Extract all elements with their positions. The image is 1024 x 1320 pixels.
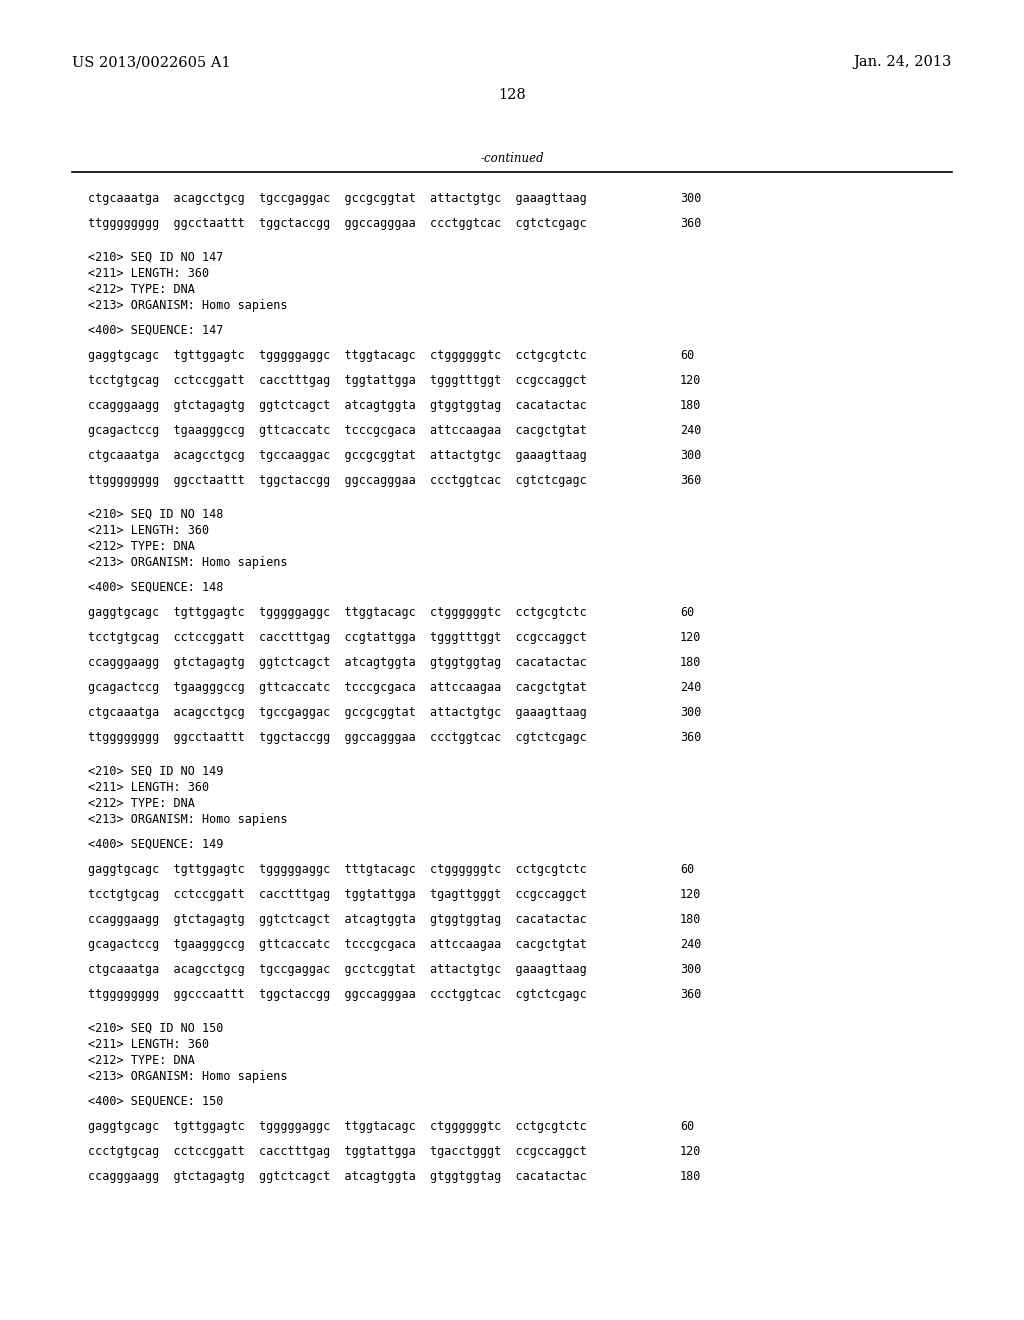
Text: <400> SEQUENCE: 147: <400> SEQUENCE: 147	[88, 323, 223, 337]
Text: <212> TYPE: DNA: <212> TYPE: DNA	[88, 797, 195, 810]
Text: gcagactccg  tgaagggccg  gttcaccatc  tcccgcgaca  attccaagaa  cacgctgtat: gcagactccg tgaagggccg gttcaccatc tcccgcg…	[88, 681, 587, 694]
Text: ttgggggggg  ggcctaattt  tggctaccgg  ggccagggaa  ccctggtcac  cgtctcgagc: ttgggggggg ggcctaattt tggctaccgg ggccagg…	[88, 731, 587, 744]
Text: gcagactccg  tgaagggccg  gttcaccatc  tcccgcgaca  attccaagaa  cacgctgtat: gcagactccg tgaagggccg gttcaccatc tcccgcg…	[88, 939, 587, 950]
Text: 240: 240	[680, 939, 701, 950]
Text: 120: 120	[680, 888, 701, 902]
Text: <210> SEQ ID NO 150: <210> SEQ ID NO 150	[88, 1022, 223, 1035]
Text: tcctgtgcag  cctccggatt  cacctttgag  tggtattgga  tgggtttggt  ccgccaggct: tcctgtgcag cctccggatt cacctttgag tggtatt…	[88, 374, 587, 387]
Text: ttgggggggg  ggcctaattt  tggctaccgg  ggccagggaa  ccctggtcac  cgtctcgagc: ttgggggggg ggcctaattt tggctaccgg ggccagg…	[88, 474, 587, 487]
Text: tcctgtgcag  cctccggatt  cacctttgag  tggtattgga  tgagttgggt  ccgccaggct: tcctgtgcag cctccggatt cacctttgag tggtatt…	[88, 888, 587, 902]
Text: 360: 360	[680, 474, 701, 487]
Text: <400> SEQUENCE: 150: <400> SEQUENCE: 150	[88, 1096, 223, 1107]
Text: <400> SEQUENCE: 148: <400> SEQUENCE: 148	[88, 581, 223, 594]
Text: 120: 120	[680, 1144, 701, 1158]
Text: <400> SEQUENCE: 149: <400> SEQUENCE: 149	[88, 838, 223, 851]
Text: <211> LENGTH: 360: <211> LENGTH: 360	[88, 781, 209, 795]
Text: 180: 180	[680, 656, 701, 669]
Text: gaggtgcagc  tgttggagtc  tgggggaggc  tttgtacagc  ctggggggtc  cctgcgtctc: gaggtgcagc tgttggagtc tgggggaggc tttgtac…	[88, 863, 587, 876]
Text: 360: 360	[680, 216, 701, 230]
Text: ttgggggggg  ggcctaattt  tggctaccgg  ggccagggaa  ccctggtcac  cgtctcgagc: ttgggggggg ggcctaattt tggctaccgg ggccagg…	[88, 216, 587, 230]
Text: ctgcaaatga  acagcctgcg  tgccgaggac  gcctcggtat  attactgtgc  gaaagttaag: ctgcaaatga acagcctgcg tgccgaggac gcctcgg…	[88, 964, 587, 975]
Text: 60: 60	[680, 606, 694, 619]
Text: ctgcaaatga  acagcctgcg  tgccgaggac  gccgcggtat  attactgtgc  gaaagttaag: ctgcaaatga acagcctgcg tgccgaggac gccgcgg…	[88, 706, 587, 719]
Text: 60: 60	[680, 863, 694, 876]
Text: 360: 360	[680, 987, 701, 1001]
Text: <211> LENGTH: 360: <211> LENGTH: 360	[88, 524, 209, 537]
Text: <212> TYPE: DNA: <212> TYPE: DNA	[88, 1053, 195, 1067]
Text: 60: 60	[680, 348, 694, 362]
Text: <212> TYPE: DNA: <212> TYPE: DNA	[88, 540, 195, 553]
Text: <213> ORGANISM: Homo sapiens: <213> ORGANISM: Homo sapiens	[88, 300, 288, 312]
Text: 120: 120	[680, 374, 701, 387]
Text: ctgcaaatga  acagcctgcg  tgccgaggac  gccgcggtat  attactgtgc  gaaagttaag: ctgcaaatga acagcctgcg tgccgaggac gccgcgg…	[88, 191, 587, 205]
Text: -continued: -continued	[480, 152, 544, 165]
Text: <213> ORGANISM: Homo sapiens: <213> ORGANISM: Homo sapiens	[88, 1071, 288, 1082]
Text: 300: 300	[680, 449, 701, 462]
Text: 120: 120	[680, 631, 701, 644]
Text: gaggtgcagc  tgttggagtc  tgggggaggc  ttggtacagc  ctggggggtc  cctgcgtctc: gaggtgcagc tgttggagtc tgggggaggc ttggtac…	[88, 348, 587, 362]
Text: <213> ORGANISM: Homo sapiens: <213> ORGANISM: Homo sapiens	[88, 813, 288, 826]
Text: ccagggaagg  gtctagagtg  ggtctcagct  atcagtggta  gtggtggtag  cacatactac: ccagggaagg gtctagagtg ggtctcagct atcagtg…	[88, 1170, 587, 1183]
Text: 240: 240	[680, 681, 701, 694]
Text: gaggtgcagc  tgttggagtc  tgggggaggc  ttggtacagc  ctggggggtc  cctgcgtctc: gaggtgcagc tgttggagtc tgggggaggc ttggtac…	[88, 1119, 587, 1133]
Text: 240: 240	[680, 424, 701, 437]
Text: ccagggaagg  gtctagagtg  ggtctcagct  atcagtggta  gtggtggtag  cacatactac: ccagggaagg gtctagagtg ggtctcagct atcagtg…	[88, 656, 587, 669]
Text: Jan. 24, 2013: Jan. 24, 2013	[854, 55, 952, 69]
Text: US 2013/0022605 A1: US 2013/0022605 A1	[72, 55, 230, 69]
Text: <213> ORGANISM: Homo sapiens: <213> ORGANISM: Homo sapiens	[88, 556, 288, 569]
Text: gaggtgcagc  tgttggagtc  tgggggaggc  ttggtacagc  ctggggggtc  cctgcgtctc: gaggtgcagc tgttggagtc tgggggaggc ttggtac…	[88, 606, 587, 619]
Text: 300: 300	[680, 706, 701, 719]
Text: <211> LENGTH: 360: <211> LENGTH: 360	[88, 267, 209, 280]
Text: <212> TYPE: DNA: <212> TYPE: DNA	[88, 282, 195, 296]
Text: 60: 60	[680, 1119, 694, 1133]
Text: <210> SEQ ID NO 147: <210> SEQ ID NO 147	[88, 251, 223, 264]
Text: 300: 300	[680, 191, 701, 205]
Text: ccctgtgcag  cctccggatt  cacctttgag  tggtattgga  tgacctgggt  ccgccaggct: ccctgtgcag cctccggatt cacctttgag tggtatt…	[88, 1144, 587, 1158]
Text: 180: 180	[680, 913, 701, 927]
Text: 360: 360	[680, 731, 701, 744]
Text: ctgcaaatga  acagcctgcg  tgccaaggac  gccgcggtat  attactgtgc  gaaagttaag: ctgcaaatga acagcctgcg tgccaaggac gccgcgg…	[88, 449, 587, 462]
Text: <210> SEQ ID NO 148: <210> SEQ ID NO 148	[88, 508, 223, 521]
Text: 128: 128	[498, 88, 526, 102]
Text: <210> SEQ ID NO 149: <210> SEQ ID NO 149	[88, 766, 223, 777]
Text: tcctgtgcag  cctccggatt  cacctttgag  ccgtattgga  tgggtttggt  ccgccaggct: tcctgtgcag cctccggatt cacctttgag ccgtatt…	[88, 631, 587, 644]
Text: ccagggaagg  gtctagagtg  ggtctcagct  atcagtggta  gtggtggtag  cacatactac: ccagggaagg gtctagagtg ggtctcagct atcagtg…	[88, 399, 587, 412]
Text: 300: 300	[680, 964, 701, 975]
Text: gcagactccg  tgaagggccg  gttcaccatc  tcccgcgaca  attccaagaa  cacgctgtat: gcagactccg tgaagggccg gttcaccatc tcccgcg…	[88, 424, 587, 437]
Text: ttgggggggg  ggcccaattt  tggctaccgg  ggccagggaa  ccctggtcac  cgtctcgagc: ttgggggggg ggcccaattt tggctaccgg ggccagg…	[88, 987, 587, 1001]
Text: ccagggaagg  gtctagagtg  ggtctcagct  atcagtggta  gtggtggtag  cacatactac: ccagggaagg gtctagagtg ggtctcagct atcagtg…	[88, 913, 587, 927]
Text: 180: 180	[680, 1170, 701, 1183]
Text: 180: 180	[680, 399, 701, 412]
Text: <211> LENGTH: 360: <211> LENGTH: 360	[88, 1038, 209, 1051]
